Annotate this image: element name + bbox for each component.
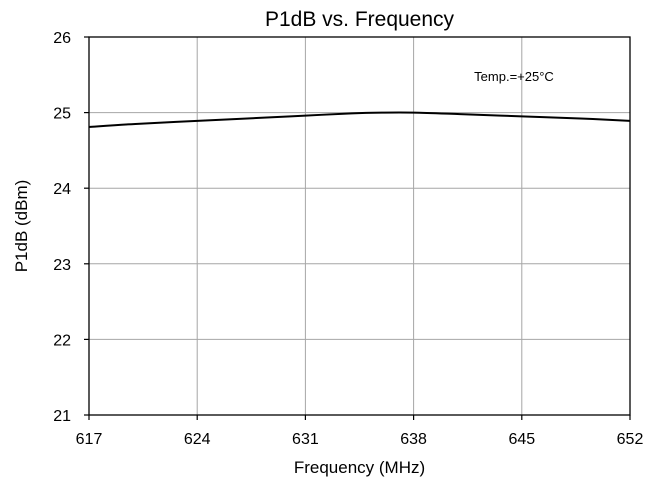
x-tick-label: 631 — [292, 431, 319, 448]
y-tick-label: 21 — [53, 408, 71, 425]
series-line-p1db — [88, 111, 631, 128]
axis-ticks: 617 624 631 638 645 652 21 22 23 24 25 26 — [53, 30, 643, 448]
chart-title: P1dB vs. Frequency — [265, 8, 455, 31]
temperature-annotation: Temp.=+25°C — [474, 69, 554, 84]
x-tick-label: 652 — [617, 431, 644, 448]
y-tick-label: 25 — [53, 106, 71, 123]
x-tick-label: 617 — [76, 431, 103, 448]
y-tick-label: 22 — [53, 332, 71, 349]
x-tick-label: 645 — [508, 431, 535, 448]
plot-area-frame — [88, 36, 631, 416]
y-tick-label: 24 — [53, 181, 71, 198]
y-tick-label: 26 — [53, 30, 71, 47]
grid-lines — [89, 37, 630, 415]
x-tick-label: 638 — [400, 431, 427, 448]
x-axis-label: Frequency (MHz) — [294, 458, 425, 477]
y-tick-label: 23 — [53, 257, 71, 274]
y-axis-label: P1dB (dBm) — [12, 180, 31, 273]
x-tick-label: 624 — [184, 431, 211, 448]
